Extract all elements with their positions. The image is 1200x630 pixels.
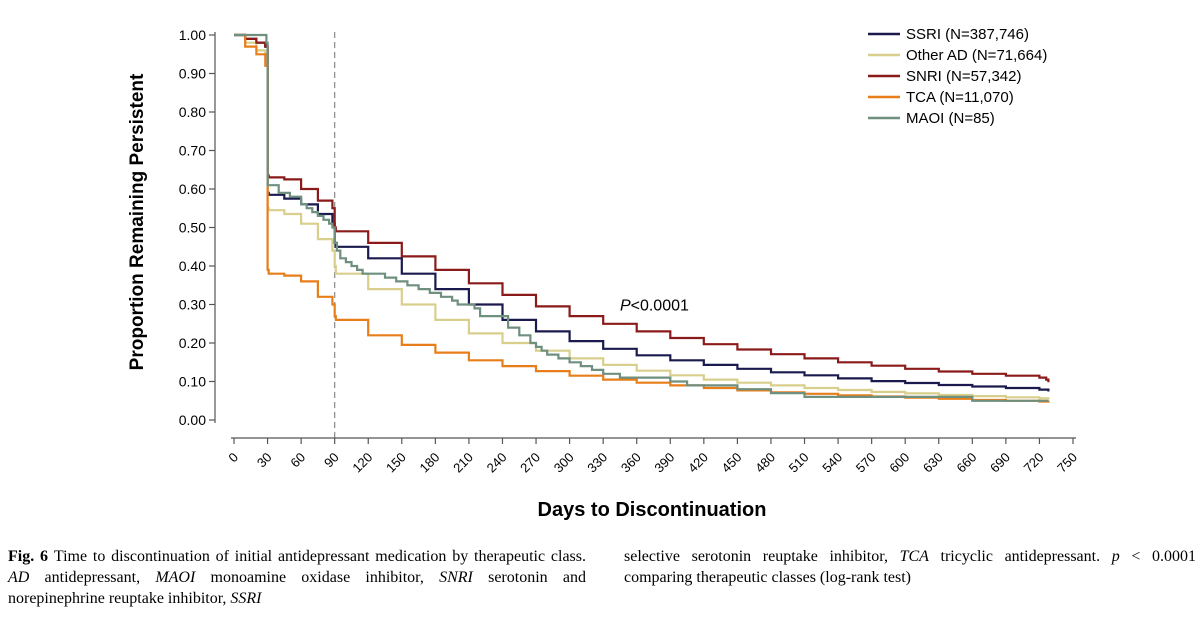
x-tick-label: 630 (920, 450, 946, 476)
x-tick-label: 540 (819, 450, 845, 476)
series-line-ssri (234, 33, 1050, 392)
x-tick-label: 420 (685, 450, 711, 476)
caption-text: monoamine oxidase inhibitor, (195, 569, 440, 586)
x-axis-label: Days to Discontinuation (538, 499, 767, 521)
x-tick-label: 660 (953, 450, 979, 476)
x-tick-label: 450 (719, 450, 745, 476)
y-tick-label: 0.50 (179, 220, 206, 236)
y-tick-label: 0.00 (179, 412, 206, 428)
y-tick-label: 0.40 (179, 258, 206, 274)
caption-figure-label: Fig. 6 (8, 548, 54, 565)
survival-chart: 0.00 0.10 0.20 0.30 0.40 0.50 0.60 0.70 0.80 0.90… (127, 26, 1080, 521)
x-tick-label: 570 (853, 450, 879, 476)
legend: SSRI (N=387,746) Other AD (N=71,664) SNRI … (868, 26, 1047, 127)
series-lines (234, 33, 1050, 403)
x-tick-label: 750 (1054, 450, 1080, 476)
caption-text: < 0.0001 comparing therapeutic classes (… (624, 548, 1196, 586)
x-tick-label: 90 (321, 450, 342, 471)
y-tick-label: 0.30 (179, 297, 206, 313)
figure-caption-left: Fig. 6 Time to discontinuation of initia… (8, 546, 586, 609)
x-tick-label: 300 (551, 450, 577, 476)
caption-text: TCA (899, 548, 929, 565)
caption-text: MAOI (155, 569, 196, 586)
series-line-snri (234, 33, 1050, 383)
x-tick-label: 360 (618, 450, 644, 476)
p-value-annotation: P<0.0001 (620, 297, 689, 314)
y-tick-label: 1.00 (179, 27, 206, 43)
legend-entry: SNRI (N=57,342) (906, 68, 1021, 85)
legend-entry: SSRI (N=387,746) (906, 26, 1029, 43)
y-tick-label: 0.20 (179, 335, 206, 351)
x-tick-label: 600 (886, 450, 912, 476)
x-tick-label: 510 (786, 450, 812, 476)
y-tick-label: 0.90 (179, 66, 206, 82)
legend-entry: MAOI (N=85) (906, 110, 995, 127)
x-tick-label: 270 (517, 450, 543, 476)
y-tick-label: 0.70 (179, 143, 206, 159)
x-tick-label: 240 (484, 450, 510, 476)
x-tick-label: 180 (417, 450, 443, 476)
series-line-maoi (234, 33, 1049, 402)
x-tick-label: 150 (383, 450, 409, 476)
legend-entry: Other AD (N=71,664) (906, 47, 1047, 64)
caption-text: tricyclic antidepressant. (928, 548, 1112, 565)
y-axis-label: Proportion Remaining Persistent (127, 73, 148, 370)
x-tick-label: 690 (987, 450, 1013, 476)
y-tick-label: 0.60 (179, 181, 206, 197)
y-tick-label: 0.80 (179, 104, 206, 120)
caption-text: Time to discontinuation of initial antid… (53, 548, 587, 565)
x-tick-label: 210 (450, 450, 476, 476)
caption-text: SNRI (439, 569, 473, 586)
x-tick-label: 720 (1021, 450, 1047, 476)
caption-text: selective serotonin reuptake inhibitor, (624, 548, 900, 565)
caption-text: SSRI (230, 590, 262, 607)
x-tick-label: 480 (752, 450, 778, 476)
caption-text: p (1111, 548, 1120, 565)
figure-caption-right: selective serotonin reuptake inhibitor, … (624, 546, 1196, 588)
legend-entry: TCA (N=11,070) (906, 89, 1014, 106)
x-tick-label: 30 (254, 450, 275, 471)
caption-text: serotonin and norepinephrine reuptake in… (8, 569, 586, 607)
y-tick-label: 0.10 (179, 374, 206, 390)
x-tick-label: 60 (287, 450, 308, 471)
x-tick-label: 0 (225, 450, 241, 466)
x-tick-label: 330 (584, 450, 610, 476)
caption-text: antidepressant, (29, 569, 156, 586)
x-tick-label: 390 (651, 450, 677, 476)
x-tick-label: 120 (349, 450, 375, 476)
caption-text: AD (8, 569, 30, 586)
